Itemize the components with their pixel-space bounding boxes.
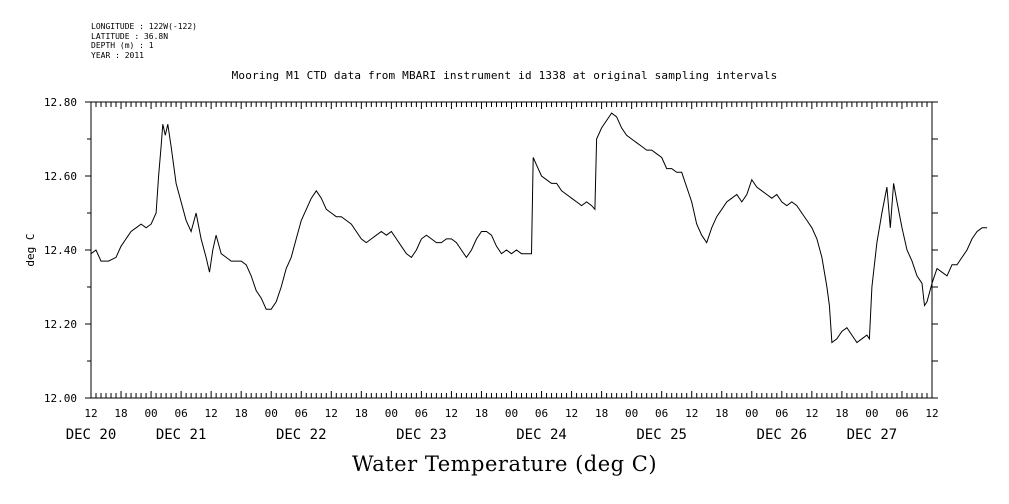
x-day-label: DEC 23 (396, 427, 447, 443)
plot-frame (90, 101, 933, 399)
x-tick-label: 00 (745, 407, 758, 420)
x-tick-label: 12 (925, 407, 938, 420)
y-tick-label: 12.00 (44, 392, 77, 405)
meta-year: YEAR : 2011 (91, 50, 144, 60)
x-tick-label: 18 (595, 407, 608, 420)
x-tick-label: 00 (625, 407, 638, 420)
x-tick-label: 00 (265, 407, 278, 420)
x-tick-label: 06 (655, 407, 668, 420)
x-tick-label: 12 (805, 407, 818, 420)
x-axis-label: Water Temperature (deg C) (351, 452, 658, 476)
axis-ticks (85, 101, 938, 399)
x-day-label: DEC 21 (156, 427, 207, 443)
x-tick-label: 18 (235, 407, 248, 420)
x-tick-label: 12 (445, 407, 458, 420)
x-tick-label: 18 (475, 407, 488, 420)
meta-latitude: LATITUDE : 36.8N (91, 31, 169, 41)
x-tick-label: 00 (505, 407, 518, 420)
meta-depth: DEPTH (m) : 1 (91, 41, 154, 51)
chart-title: Mooring M1 CTD data from MBARI instrumen… (231, 69, 778, 82)
x-tick-label: 12 (685, 407, 698, 420)
x-tick-label: 00 (865, 407, 878, 420)
x-tick-label: 06 (535, 407, 548, 420)
x-day-label: DEC 20 (66, 427, 117, 443)
x-tick-label: 12 (205, 407, 218, 420)
meta-longitude: LONGITUDE : 122W(-122) (91, 22, 197, 31)
y-tick-label: 12.20 (44, 318, 77, 331)
x-tick-label: 00 (385, 407, 398, 420)
y-tick-label: 12.60 (44, 170, 77, 183)
x-day-label: DEC 25 (636, 427, 687, 443)
x-tick-label: 18 (114, 407, 127, 420)
x-tick-label: 18 (355, 407, 368, 420)
tick-marks (85, 101, 938, 399)
x-tick-label: 12 (84, 407, 97, 420)
x-day-label: DEC 22 (276, 427, 327, 443)
x-day-label: DEC 24 (516, 427, 567, 443)
metadata-block: LONGITUDE : 122W(-122) LATITUDE : 36.8N … (91, 22, 197, 60)
plot-border (90, 101, 933, 399)
x-tick-label: 12 (565, 407, 578, 420)
y-tick-label: 12.80 (44, 96, 77, 109)
series-line (90, 112, 988, 344)
y-axis-label: deg C (24, 233, 37, 266)
x-day-label: DEC 26 (757, 427, 808, 443)
x-tick-label: 12 (325, 407, 338, 420)
x-day-label: DEC 27 (847, 427, 898, 443)
axis-labels: 12.00 12.20 12.40 12.60 12.80 12 18 00 06 12 18 00 0… (44, 96, 939, 443)
x-tick-label: 06 (295, 407, 308, 420)
x-tick-label: 06 (174, 407, 187, 420)
x-tick-label: 18 (715, 407, 728, 420)
x-tick-label: 18 (835, 407, 848, 420)
x-tick-label: 06 (415, 407, 428, 420)
x-tick-label: 06 (895, 407, 908, 420)
x-tick-label: 06 (775, 407, 788, 420)
y-tick-label: 12.40 (44, 244, 77, 257)
x-tick-label: 00 (144, 407, 157, 420)
